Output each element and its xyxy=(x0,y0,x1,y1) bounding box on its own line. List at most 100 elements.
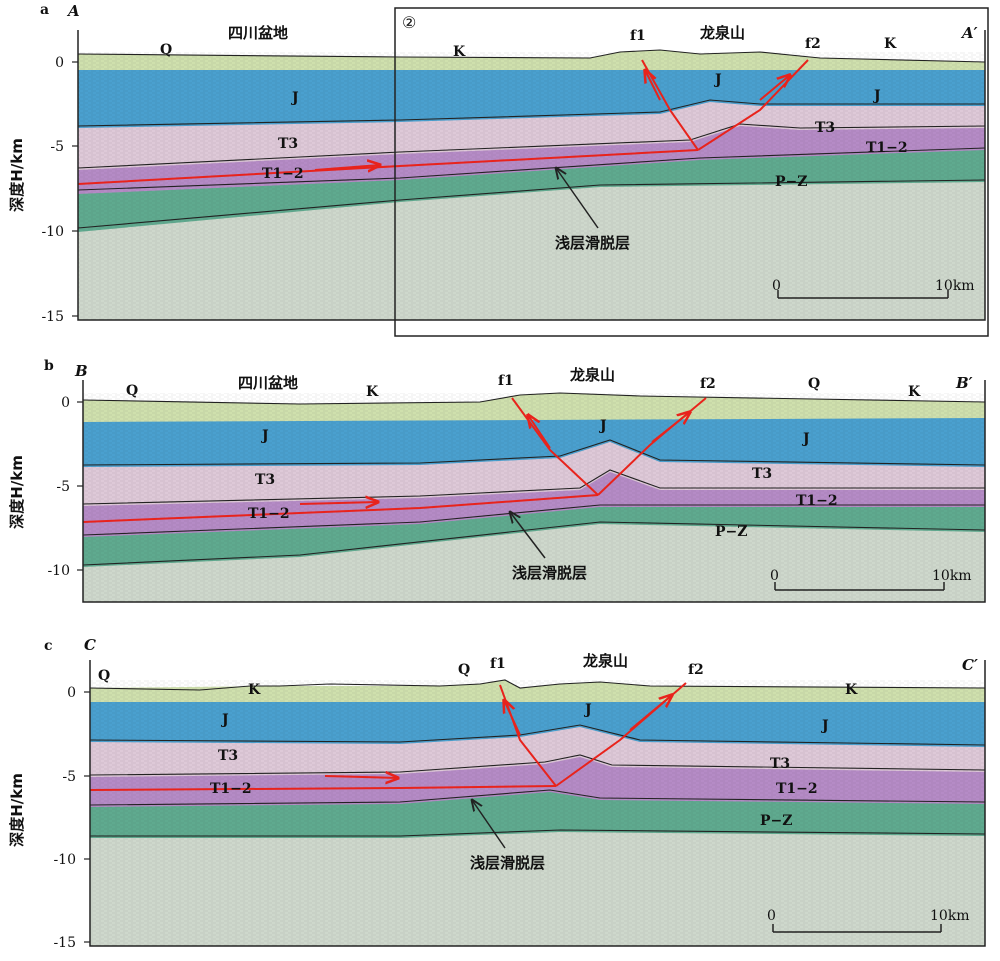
panel-letter: c xyxy=(44,638,53,654)
slip-arrow xyxy=(645,70,661,101)
scale-bar xyxy=(777,290,949,299)
panel-a: 0 -5 -10 -15 深度H/km a A A′ 四川盆地 龙泉山 ② Q … xyxy=(8,2,989,337)
panel-c: 0 -5 -10 -15 深度H/km c C C′ 龙泉山 Q Q K K J… xyxy=(8,636,986,951)
panel-a-section xyxy=(77,7,989,337)
unit-k: K xyxy=(248,682,261,698)
detachment-fault xyxy=(89,785,557,791)
unit-j: J xyxy=(872,88,881,104)
unit-k: K xyxy=(884,36,897,52)
scale-bar-start: 0 xyxy=(767,908,776,924)
y-tick-label: 0 xyxy=(55,55,64,71)
detachment-pointer xyxy=(472,800,506,849)
unit-t12: T1−2 xyxy=(262,166,304,182)
scale-bar-start: 0 xyxy=(772,278,781,294)
unit-t12: T1−2 xyxy=(248,506,290,522)
y-ticks xyxy=(72,61,78,317)
unit-t12: T1−2 xyxy=(796,493,838,509)
section-start-label: A xyxy=(66,2,80,20)
unit-k: K xyxy=(366,384,379,400)
unit-t12: T1−2 xyxy=(776,781,818,797)
panel-letter: b xyxy=(44,358,54,374)
slip-arrow xyxy=(299,502,378,504)
scale-bar-start: 0 xyxy=(770,568,779,584)
faults xyxy=(77,59,809,185)
unit-j: J xyxy=(260,428,269,444)
basin-label: 四川盆地 xyxy=(228,24,288,42)
y-tick-label: -5 xyxy=(62,769,76,785)
y-tick-label: 0 xyxy=(67,685,76,701)
section-end-label: A′ xyxy=(960,24,978,42)
unit-t3: T3 xyxy=(815,120,835,136)
basin-label: 四川盆地 xyxy=(238,374,298,392)
unit-j: J xyxy=(820,718,829,734)
detachment-fault xyxy=(77,149,699,185)
y-tick-label: -15 xyxy=(53,935,76,951)
horizons xyxy=(77,49,986,229)
slip-arrow xyxy=(651,412,690,443)
scale-bar-end: 10km xyxy=(935,278,975,294)
y-ticks xyxy=(84,691,90,943)
unit-t12: T1−2 xyxy=(210,781,252,797)
unit-k: K xyxy=(453,44,466,60)
fault-label-f2: f2 xyxy=(700,376,716,392)
scale-bar xyxy=(772,924,942,933)
slip-arrow xyxy=(324,776,398,778)
y-tick-label: 0 xyxy=(61,395,70,411)
unit-q: Q xyxy=(458,662,470,678)
detachment-label: 浅层滑脱层 xyxy=(512,564,587,582)
unit-t3: T3 xyxy=(752,466,772,482)
panel-c-section xyxy=(89,660,986,947)
unit-q: Q xyxy=(808,376,820,392)
unit-j: J xyxy=(583,702,592,718)
unit-j: J xyxy=(290,90,299,106)
unit-t3: T3 xyxy=(278,136,298,152)
faults xyxy=(89,682,687,791)
section-end-label: C′ xyxy=(962,656,978,674)
unit-pz: P−Z xyxy=(715,524,747,540)
y-tick-label: -10 xyxy=(47,563,70,579)
panel-b-section xyxy=(82,380,986,603)
inset-box-label: ② xyxy=(402,13,416,32)
inset-box-2 xyxy=(394,7,989,337)
y-axis-label: 深度H/km xyxy=(8,138,26,212)
y-axis-label: 深度H/km xyxy=(8,773,26,847)
detachment-pointer xyxy=(510,512,546,559)
mountain-label: 龙泉山 xyxy=(699,24,745,42)
slip-arrow xyxy=(629,695,672,731)
fault-label-f2: f2 xyxy=(805,36,821,52)
fault-label-f1: f1 xyxy=(630,28,646,44)
scale-bar-end: 10km xyxy=(930,908,970,924)
y-tick-label: -5 xyxy=(50,139,64,155)
unit-j: J xyxy=(713,72,722,88)
fault-label-f2: f2 xyxy=(688,662,704,678)
section-end-label: B′ xyxy=(955,374,973,392)
section-texture xyxy=(90,680,985,946)
unit-j: J xyxy=(220,712,229,728)
axis-frame xyxy=(82,380,986,603)
unit-pz: P−Z xyxy=(775,174,807,190)
mountain-label: 龙泉山 xyxy=(582,652,628,670)
section-texture xyxy=(78,52,985,320)
unit-pz: P−Z xyxy=(760,813,792,829)
unit-k: K xyxy=(845,682,858,698)
detachment-fault xyxy=(82,494,599,523)
unit-q: Q xyxy=(160,42,172,58)
fault-f1 xyxy=(511,397,599,496)
y-axis-label: 深度H/km xyxy=(8,455,26,529)
unit-q: Q xyxy=(98,668,110,684)
slip-arrow xyxy=(504,700,521,736)
section-start-label: B xyxy=(74,362,88,380)
axis-frame xyxy=(77,30,986,321)
unit-t3: T3 xyxy=(770,756,790,772)
detachment-label: 浅层滑脱层 xyxy=(555,234,630,252)
scale-bar-end: 10km xyxy=(932,568,972,584)
unit-q: Q xyxy=(126,383,138,399)
y-tick-label: -15 xyxy=(41,309,64,325)
horizons xyxy=(89,679,986,837)
y-tick-label: -10 xyxy=(41,224,64,240)
y-ticks xyxy=(77,401,83,571)
fault-label-f1: f1 xyxy=(498,373,514,389)
detachment-label: 浅层滑脱层 xyxy=(470,854,545,872)
unit-t12: T1−2 xyxy=(866,140,908,156)
